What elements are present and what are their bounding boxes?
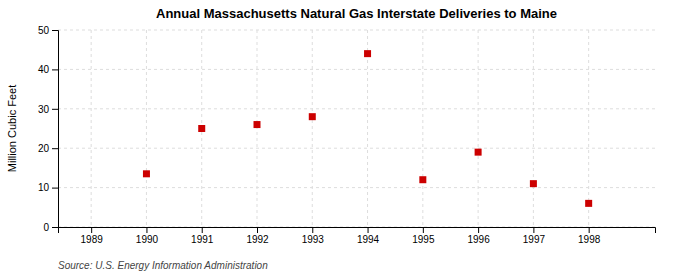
x-tick-label: 1998	[578, 234, 601, 245]
point	[585, 200, 592, 207]
point	[475, 149, 482, 156]
x-axis: 1989 1990 1991 1992 1993 1994 1995 1996 1997 1998	[59, 227, 656, 245]
grid-line-x	[312, 30, 313, 227]
x-tick-label: 1995	[412, 234, 435, 245]
grid-line-x	[257, 30, 258, 227]
y-tick-label: 30	[38, 104, 50, 115]
point	[364, 50, 371, 57]
x-tick: 1991	[191, 227, 214, 245]
grid-line-y	[58, 108, 655, 109]
grid-line-x	[478, 30, 479, 227]
grid-line-x	[91, 30, 92, 227]
x-tick-label: 1994	[357, 234, 380, 245]
y-tick-label: 50	[38, 25, 50, 36]
x-tick: 1994	[357, 227, 380, 245]
grid-line-y	[58, 187, 655, 188]
plot-area: 1989 1990 1991 1992 1993 1994 1995 1996 1997 1998…	[38, 25, 656, 245]
x-axis-line	[59, 228, 656, 234]
grid-line-x	[367, 30, 368, 227]
x-tick-label: 1996	[467, 234, 490, 245]
x-tick-label: 1993	[302, 234, 325, 245]
chart: 1989 1990 1991 1992 1993 1994 1995 1996 1997 1998…	[0, 0, 675, 275]
y-tick: 10	[38, 182, 58, 193]
grid-line-x	[533, 30, 534, 227]
grid-line-y	[58, 30, 655, 31]
x-tick-label: 1990	[136, 234, 159, 245]
y-axis-title: Million Cubic Feet	[6, 85, 18, 172]
x-tick-label: 1992	[246, 234, 269, 245]
y-axis: 0 10 20 30 40 50	[38, 25, 59, 233]
x-tick-mark	[478, 227, 479, 233]
x-tick: 1989	[81, 227, 104, 245]
point	[198, 125, 205, 132]
x-tick-mark	[257, 227, 258, 233]
point	[419, 176, 426, 183]
y-tick-label: 20	[38, 143, 50, 154]
y-tick-label: 10	[38, 182, 50, 193]
point	[143, 170, 150, 177]
x-tick-mark	[423, 227, 424, 233]
x-tick-mark	[589, 227, 590, 233]
x-tick: 1996	[467, 227, 490, 245]
x-tick: 1998	[578, 227, 601, 245]
grid-line-y	[58, 148, 655, 149]
point	[254, 121, 261, 128]
x-tick-mark	[533, 227, 534, 233]
point	[309, 113, 316, 120]
y-tick: 20	[38, 143, 58, 154]
y-tick-mark	[52, 188, 58, 189]
y-tick-mark	[52, 30, 58, 31]
y-tick: 30	[38, 104, 58, 115]
source-note: Source: U.S. Energy Information Administ…	[58, 260, 268, 271]
y-tick: 0	[43, 222, 58, 233]
x-tick-mark	[91, 227, 92, 233]
title: Annual Massachusetts Natural Gas Interst…	[156, 6, 557, 21]
y-tick: 40	[38, 64, 58, 75]
grid-line-x	[422, 30, 423, 227]
y-tick-label: 0	[43, 222, 49, 233]
y-tick: 50	[38, 25, 58, 36]
y-tick-mark	[52, 227, 58, 228]
x-tick-label: 1989	[81, 234, 104, 245]
x-tick: 1997	[523, 227, 546, 245]
x-tick-mark	[146, 227, 147, 233]
x-tick: 1995	[412, 227, 435, 245]
grid-line-x	[588, 30, 589, 227]
point	[530, 180, 537, 187]
x-tick-label: 1997	[523, 234, 546, 245]
x-tick: 1993	[302, 227, 325, 245]
y-axis-line	[52, 31, 59, 228]
y-tick-mark	[52, 69, 58, 70]
y-tick-label: 40	[38, 64, 50, 75]
grid-line-x	[146, 30, 147, 227]
y-tick-mark	[52, 109, 58, 110]
points	[143, 50, 592, 207]
x-tick-label: 1991	[191, 234, 214, 245]
grid	[58, 30, 655, 227]
x-tick-mark	[368, 227, 369, 233]
x-tick-mark	[202, 227, 203, 233]
x-tick: 1990	[136, 227, 159, 245]
x-tick-mark	[312, 227, 313, 233]
x-tick: 1992	[246, 227, 269, 245]
y-tick-mark	[52, 148, 58, 149]
grid-line-y	[58, 69, 655, 70]
